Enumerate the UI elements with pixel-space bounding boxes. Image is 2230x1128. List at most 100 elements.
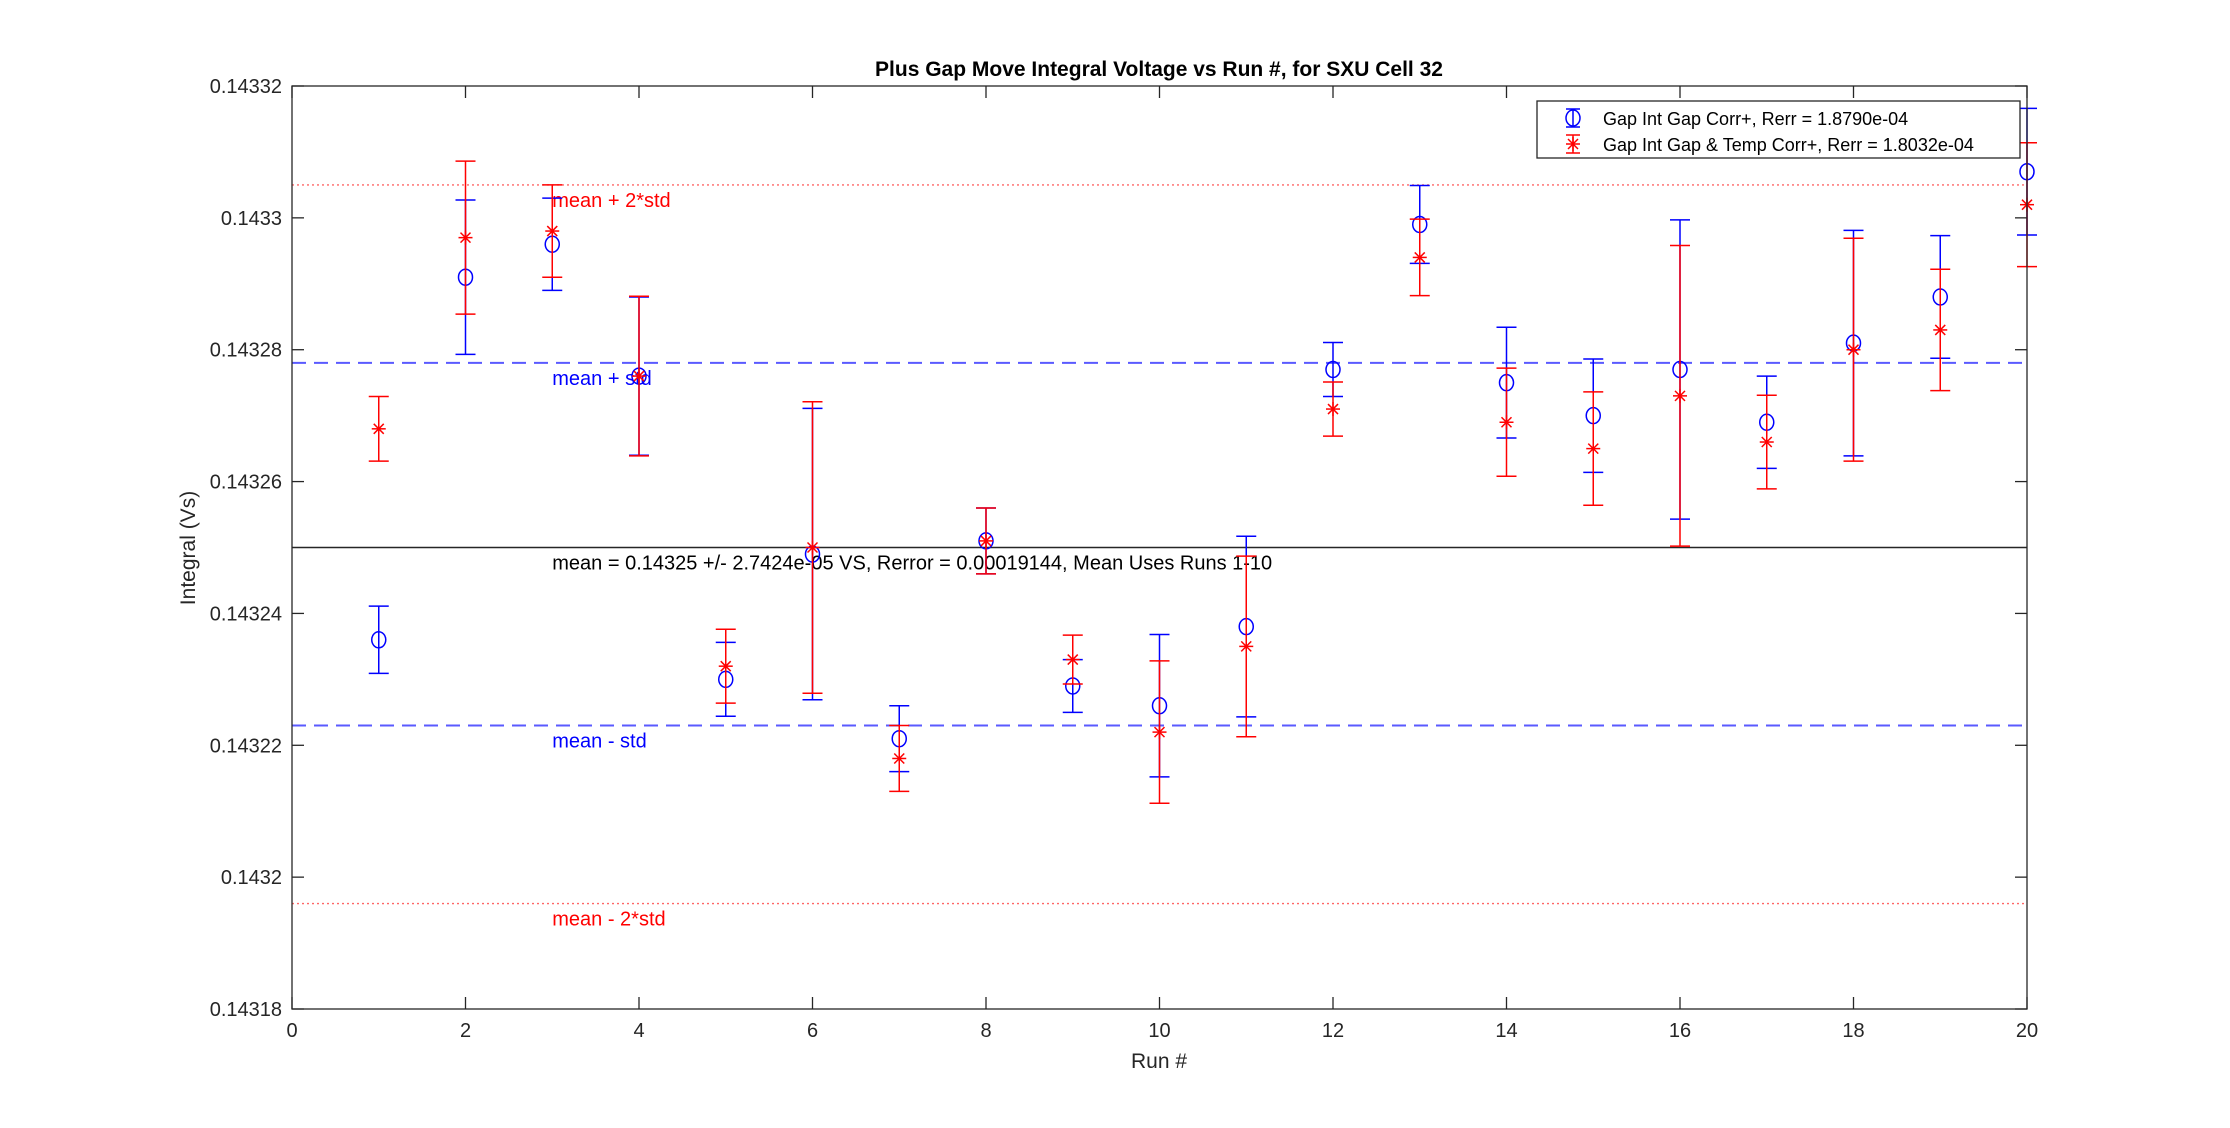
y-tick-label: 0.1433 xyxy=(221,208,282,230)
asterisk-stroke xyxy=(893,752,905,765)
series-2 xyxy=(368,141,2037,805)
asterisk-stroke xyxy=(1327,403,1339,415)
asterisk-stroke xyxy=(546,225,558,237)
data-point xyxy=(1062,634,1083,685)
data-point xyxy=(802,401,823,694)
x-tick-label: 0 xyxy=(286,1020,297,1042)
asterisk-marker xyxy=(458,230,473,245)
data-point xyxy=(976,507,996,575)
data-point xyxy=(1323,341,1343,398)
data-point xyxy=(715,628,736,704)
asterisk-marker xyxy=(979,533,993,548)
data-point xyxy=(455,160,476,315)
x-tick-label: 16 xyxy=(1669,1020,1691,1042)
data-point xyxy=(889,724,910,793)
asterisk-marker xyxy=(632,369,646,384)
data-point xyxy=(1409,218,1430,297)
asterisk-marker xyxy=(1933,322,1948,337)
asterisk-marker xyxy=(1326,402,1340,417)
circle-marker xyxy=(1325,360,1341,379)
data-point xyxy=(1323,381,1343,437)
asterisk-marker xyxy=(1846,342,1861,357)
asterisk-stroke xyxy=(633,370,645,382)
asterisk-stroke xyxy=(980,535,992,547)
x-tick-label: 12 xyxy=(1322,1020,1344,1042)
legend-symbol-series-1 xyxy=(1565,108,1581,128)
x-tick-label: 2 xyxy=(460,1020,471,1042)
mean-plus-2std-label: mean + 2*std xyxy=(552,190,670,212)
data-point xyxy=(1236,555,1257,738)
x-axis-label: Run # xyxy=(1131,1050,1187,1073)
data-marks xyxy=(368,107,2037,805)
asterisk-stroke xyxy=(459,232,472,244)
asterisk-marker xyxy=(1566,137,1580,151)
y-tick-label: 0.14322 xyxy=(210,735,282,757)
chart-title: Plus Gap Move Integral Voltage vs Run #,… xyxy=(875,58,1443,81)
data-point xyxy=(1930,268,1951,392)
asterisk-marker xyxy=(1152,725,1167,740)
x-tick-label: 10 xyxy=(1148,1020,1170,1042)
asterisk-marker xyxy=(545,224,560,239)
data-point xyxy=(368,605,389,675)
x-tick-label: 6 xyxy=(807,1020,818,1042)
asterisk-marker xyxy=(892,751,907,766)
mean-minus-std-label: mean - std xyxy=(552,731,646,753)
asterisk-stroke xyxy=(1500,416,1513,428)
y-tick-label: 0.14328 xyxy=(210,340,282,362)
x-tick-label: 18 xyxy=(1842,1020,1864,1042)
x-tick-label: 20 xyxy=(2016,1020,2038,1042)
data-point xyxy=(368,395,389,462)
asterisk-marker xyxy=(1065,652,1080,667)
asterisk-stroke xyxy=(1674,390,1686,402)
x-tick-label: 8 xyxy=(980,1020,991,1042)
asterisk-stroke xyxy=(1240,640,1252,652)
y-tick-label: 0.14324 xyxy=(210,603,282,625)
legend: Gap Int Gap Corr+, Rerr = 1.8790e-04 Gap… xyxy=(1536,100,2021,159)
asterisk-marker xyxy=(1586,441,1601,456)
data-point xyxy=(1496,367,1517,478)
data-point xyxy=(1756,394,1777,490)
asterisk-stroke xyxy=(1587,443,1599,455)
data-point xyxy=(542,184,563,278)
asterisk-stroke xyxy=(1934,324,1946,336)
x-tick-label: 4 xyxy=(633,1020,644,1042)
data-point xyxy=(1149,660,1170,805)
axes: 0 2 4 6 8 10 12 14 16 18 20 0.14318 0.1432 0.14322 0.1… xyxy=(210,76,2038,1042)
legend-label-series-2: Gap Int Gap & Temp Corr+, Rerr = 1.8032e… xyxy=(1603,135,1974,155)
y-axis-label: Integral (Vs) xyxy=(177,491,200,605)
legend-label-series-1: Gap Int Gap Corr+, Rerr = 1.8790e-04 xyxy=(1603,109,1908,129)
legend-symbol-series-2 xyxy=(1566,134,1580,154)
x-tick-label: 14 xyxy=(1495,1020,1517,1042)
y-tick-label: 0.14326 xyxy=(210,472,282,494)
asterisk-marker xyxy=(718,659,733,674)
y-tick-label: 0.1432 xyxy=(221,867,282,889)
data-point xyxy=(1670,244,1690,547)
circle-marker xyxy=(1565,109,1581,127)
reference-lines: mean + 2*std mean + std mean = 0.14325 +/-… xyxy=(292,184,2027,931)
asterisk-stroke xyxy=(1847,344,1860,356)
y-tick-label: 0.14332 xyxy=(210,76,282,98)
asterisk-marker xyxy=(1412,250,1427,265)
asterisk-marker xyxy=(371,421,386,436)
asterisk-stroke xyxy=(373,423,385,435)
asterisk-marker xyxy=(1759,435,1774,450)
circle-marker xyxy=(371,631,387,649)
asterisk-stroke xyxy=(720,660,732,672)
asterisk-stroke xyxy=(1153,726,1166,738)
data-point xyxy=(1843,237,1864,462)
data-point xyxy=(1583,391,1604,507)
mean-label: mean = 0.14325 +/- 2.7424e-05 VS, Rerror… xyxy=(552,553,1272,575)
legend-box xyxy=(1536,100,2021,159)
asterisk-marker xyxy=(1499,415,1514,430)
mean-minus-2std-label: mean - 2*std xyxy=(552,909,665,931)
y-tick-label: 0.14318 xyxy=(210,999,282,1021)
asterisk-marker xyxy=(1239,639,1254,654)
asterisk-stroke xyxy=(806,541,819,554)
asterisk-stroke xyxy=(1567,138,1579,150)
asterisk-stroke xyxy=(1067,654,1079,666)
data-point xyxy=(629,295,649,457)
asterisk-stroke xyxy=(1414,251,1426,263)
asterisk-marker xyxy=(805,540,820,555)
mean-plus-std-label: mean + std xyxy=(552,368,652,390)
